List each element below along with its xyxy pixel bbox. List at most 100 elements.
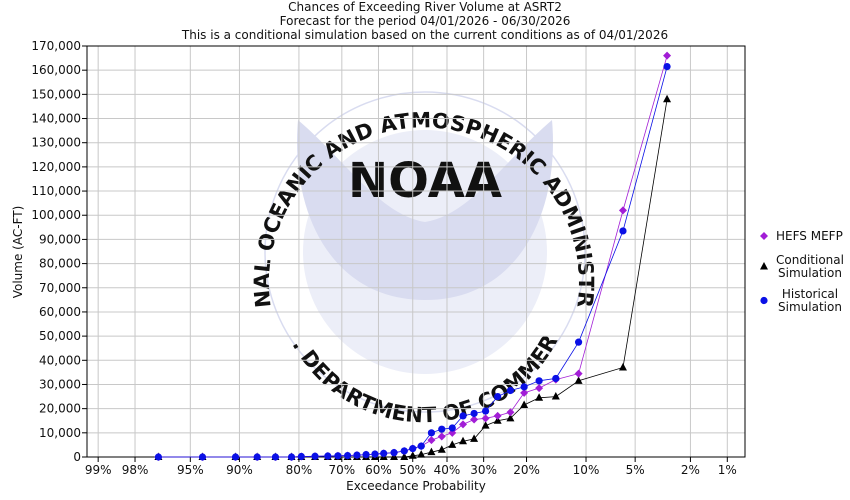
data-point-circle [154, 453, 163, 461]
data-point-circle [371, 450, 379, 458]
legend: HEFS MEFP Conditional SimulationHistorical… [760, 229, 844, 314]
y-tick-label: 80,000 [39, 257, 81, 271]
y-tick-label: 0 [73, 450, 81, 464]
noaa-ring [264, 91, 586, 413]
data-point-circle [459, 412, 467, 420]
data-point-circle [470, 409, 478, 418]
data-point-diamond [574, 369, 583, 378]
legend-marker-triangle [760, 262, 768, 270]
data-point-circle [271, 453, 280, 461]
y-axis-title: Volume (AC-FT) [11, 206, 25, 299]
data-point-diamond [427, 436, 436, 445]
y-tick-label: 70,000 [39, 281, 81, 295]
x-tick-label: 20% [513, 463, 540, 477]
data-point-circle [353, 451, 361, 459]
noaa-wordmark: NOAA [348, 153, 502, 209]
x-tick-label: 70% [328, 463, 355, 477]
data-point-triangle [535, 393, 544, 401]
data-point-circle [663, 62, 671, 71]
y-tick-label: 50,000 [39, 329, 81, 343]
data-point-circle [198, 453, 207, 461]
y-tick-label: 30,000 [39, 377, 81, 391]
x-tick-label: 5% [626, 463, 645, 477]
data-point-circle [481, 407, 490, 415]
x-tick-label: 40% [434, 463, 461, 477]
legend-label: Simulation [778, 300, 842, 314]
data-point-circle [231, 453, 240, 461]
data-point-circle [311, 452, 319, 460]
x-tick-label: 98% [122, 463, 149, 477]
data-point-triangle [520, 400, 529, 409]
data-point-triangle [408, 451, 417, 459]
x-tick-label: 50% [399, 463, 426, 477]
data-point-diamond [663, 51, 672, 60]
x-tick-label: 1% [718, 463, 737, 477]
data-series [154, 51, 672, 461]
y-tick-label: 160,000 [31, 63, 81, 77]
data-point-circle [494, 392, 502, 401]
y-tick-label: 100,000 [31, 208, 81, 222]
data-point-diamond [535, 384, 544, 393]
y-tick-label: 130,000 [31, 136, 81, 150]
data-point-circle [448, 424, 456, 432]
data-point-circle [438, 425, 446, 433]
data-point-triangle [618, 363, 627, 371]
data-point-circle [362, 450, 370, 459]
data-point-triangle [574, 376, 583, 384]
data-point-circle [297, 452, 305, 461]
data-point-circle [619, 227, 627, 235]
data-point-circle [253, 453, 261, 461]
x-tick-label: 95% [177, 463, 204, 477]
x-tick-label: 2% [681, 463, 700, 477]
y-tick-label: 110,000 [31, 184, 81, 198]
data-point-diamond [481, 414, 490, 423]
legend-marker-circle [760, 296, 768, 305]
data-point-diamond [618, 206, 627, 215]
plot-frame [86, 45, 746, 458]
data-point-diamond [459, 420, 468, 429]
data-point-triangle [448, 440, 457, 448]
data-point-triangle [470, 434, 479, 442]
noaa-gull [297, 120, 553, 300]
data-point-triangle [663, 94, 672, 103]
data-point-diamond [437, 432, 446, 441]
axes: 0 10,000 20,000 30,000 40,000 50,000 60,000 70,… [31, 39, 746, 477]
legend-marker-diamond [760, 232, 768, 240]
data-point-triangle [459, 436, 468, 445]
chart-subtitle-period: Forecast for the period 04/01/2026 - 06/… [280, 14, 571, 28]
data-point-circle [409, 444, 417, 453]
x-tick-label: 10% [573, 463, 600, 477]
data-point-diamond [493, 411, 502, 420]
data-point-triangle [481, 421, 490, 429]
legend-label: Conditional [776, 253, 844, 267]
y-tick-label: 90,000 [39, 232, 81, 246]
data-point-circle [520, 383, 528, 391]
data-point-circle [343, 451, 352, 460]
data-point-diamond [470, 415, 479, 424]
x-tick-label: 80% [286, 463, 313, 477]
legend-label: HEFS MEFP [776, 229, 843, 243]
y-tick-label: 170,000 [31, 39, 81, 53]
x-tick-label: 30% [470, 463, 497, 477]
data-point-triangle [437, 445, 446, 453]
y-tick-label: 20,000 [39, 402, 81, 416]
x-axis-title: Exceedance Probability [346, 479, 486, 493]
x-tick-label: 99% [85, 463, 112, 477]
data-point-triangle [427, 447, 436, 456]
x-tick-label: 90% [226, 463, 253, 477]
data-point-circle [400, 447, 408, 455]
data-point-circle [506, 386, 515, 395]
data-point-circle [417, 442, 425, 450]
y-tick-label: 150,000 [31, 87, 81, 101]
data-point-triangle [493, 416, 502, 424]
data-point-circle [380, 449, 388, 457]
data-point-circle [552, 374, 560, 383]
data-point-triangle [551, 392, 560, 400]
data-point-circle [334, 452, 342, 460]
data-point-circle [287, 453, 296, 461]
data-point-triangle [506, 413, 515, 422]
legend-label: Historical [782, 287, 838, 301]
data-point-circle [574, 338, 583, 346]
y-tick-label: 60,000 [39, 305, 81, 319]
